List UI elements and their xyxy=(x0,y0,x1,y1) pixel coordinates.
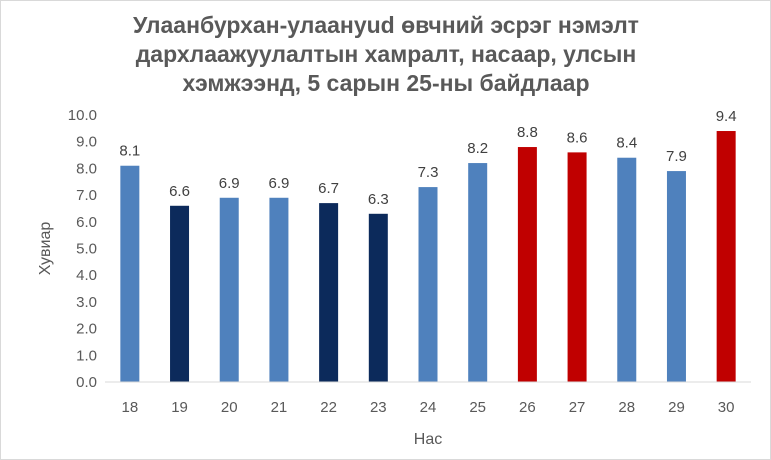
bar xyxy=(120,165,140,382)
x-tick-label: 26 xyxy=(519,399,536,416)
data-label: 6.9 xyxy=(268,175,289,192)
bar xyxy=(567,152,587,382)
x-tick-label: 18 xyxy=(122,399,139,416)
y-tick-label: 10.0 xyxy=(68,107,97,124)
data-label: 8.8 xyxy=(517,124,538,141)
y-tick-label: 6.0 xyxy=(76,214,97,231)
x-axis-ticks: 18 19 20 21 22 23 24 25 26 27 28 29 30 xyxy=(122,399,735,416)
x-tick-label: 25 xyxy=(469,399,486,416)
bar xyxy=(170,205,190,382)
bar xyxy=(269,197,289,382)
y-axis-ticks: 0.0 1.0 2.0 3.0 4.0 5.0 6.0 7.0 8.0 9.0 10.0 xyxy=(68,107,97,391)
x-tick-label: 27 xyxy=(569,399,586,416)
y-tick-label: 3.0 xyxy=(76,294,97,311)
data-label: 7.9 xyxy=(666,148,687,165)
bars xyxy=(120,131,736,382)
data-label: 8.6 xyxy=(567,129,588,146)
y-tick-label: 9.0 xyxy=(76,134,97,151)
data-label: 8.2 xyxy=(467,140,488,157)
data-label: 9.4 xyxy=(716,108,737,125)
y-tick-label: 7.0 xyxy=(76,187,97,204)
data-label: 8.1 xyxy=(119,143,140,160)
bar xyxy=(468,163,488,382)
x-tick-label: 24 xyxy=(420,399,437,416)
y-tick-label: 4.0 xyxy=(76,267,97,284)
data-label: 6.6 xyxy=(169,183,190,200)
y-axis-title: Хувиар xyxy=(37,222,54,276)
x-tick-label: 29 xyxy=(668,399,685,416)
bar xyxy=(617,157,637,382)
data-label: 6.3 xyxy=(368,191,389,208)
x-tick-label: 23 xyxy=(370,399,387,416)
data-label: 6.7 xyxy=(318,180,339,197)
x-tick-label: 19 xyxy=(171,399,188,416)
chart-title: Улаанбурхан-улаануud өвчний эсрэг нэмэлт… xyxy=(41,11,731,98)
bar xyxy=(517,147,537,382)
bar xyxy=(368,213,388,382)
data-label: 7.3 xyxy=(418,164,439,181)
y-tick-label: 1.0 xyxy=(76,347,97,364)
x-axis-title: Нас xyxy=(414,431,442,448)
y-tick-label: 2.0 xyxy=(76,321,97,338)
data-label: 6.9 xyxy=(219,175,240,192)
bar xyxy=(319,203,339,382)
bar xyxy=(418,187,438,382)
x-tick-label: 30 xyxy=(718,399,735,416)
x-tick-label: 22 xyxy=(320,399,337,416)
y-tick-label: 5.0 xyxy=(76,241,97,258)
bar xyxy=(716,131,736,382)
bar xyxy=(666,171,686,382)
x-tick-label: 28 xyxy=(618,399,635,416)
chart-title-line-2: дархлаажуулалтын хамралт, насаар, улсын xyxy=(135,41,637,67)
data-label: 8.4 xyxy=(616,135,637,152)
chart-title-line-1: Улаанбурхан-улаануud өвчний эсрэг нэмэлт xyxy=(133,12,639,38)
y-tick-label: 8.0 xyxy=(76,160,97,177)
data-labels: 8.1 6.6 6.9 6.9 6.7 6.3 7.3 8.2 8.8 8.6 8.4 7.9 9.4 xyxy=(119,108,736,208)
chart-title-line-3: хэмжээнд, 5 сарын 25-ны байдлаар xyxy=(182,70,590,96)
x-tick-label: 20 xyxy=(221,399,238,416)
bar xyxy=(219,197,239,382)
y-tick-label: 0.0 xyxy=(76,374,97,391)
x-tick-label: 21 xyxy=(271,399,288,416)
